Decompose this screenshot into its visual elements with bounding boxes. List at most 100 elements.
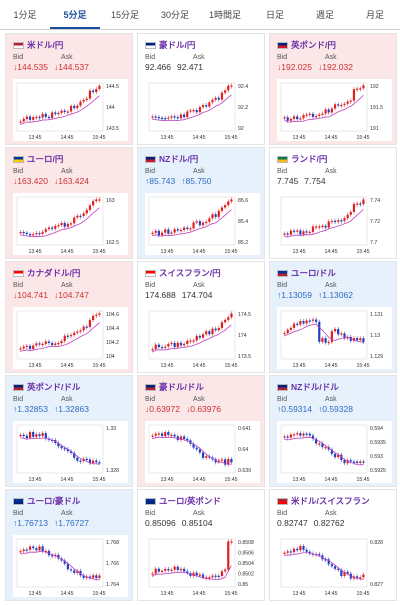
candle — [19, 121, 22, 123]
rate-card[interactable]: ユーロ/英ポンド Bid Ask 0.85096 0.85104 0.8508 0… — [137, 489, 265, 601]
rate-card[interactable]: 英ポンド/円 Bid Ask ↓192.025 ↓192.032 192 191.… — [269, 33, 397, 145]
candlestick-chart[interactable]: 104.6 104.4 104.2 104 13:45 14:45 15:45 — [13, 307, 128, 369]
tab-0[interactable]: 1分足 — [13, 10, 37, 20]
ask-value: 0.85104 — [181, 518, 213, 528]
moving-average-line — [20, 322, 100, 352]
candle — [292, 230, 296, 232]
candle — [327, 559, 330, 565]
rate-card[interactable]: 豪ドル/ドル Bid Ask ↓0.63972 ↓0.63976 0.641 0.… — [137, 375, 265, 487]
candle — [214, 214, 217, 217]
rate-card[interactable]: 米ドル/スイスフラン Bid Ask 0.82747 0.82762 0.828… — [269, 489, 397, 601]
tab-2[interactable]: 15分足 — [110, 10, 139, 20]
tab-6[interactable]: 週足 — [315, 10, 334, 20]
candle — [318, 114, 321, 116]
rate-card[interactable]: 豪ドル/円 Bid Ask 92.466 92.471 92.4 92.2 92 13… — [137, 33, 265, 145]
chart-svg: 104.6 104.4 104.2 104 13:45 14:45 15:45 — [16, 310, 119, 369]
pair-name[interactable]: ユーロ/英ポンド — [159, 496, 221, 506]
candle — [76, 215, 79, 218]
pair-name[interactable]: NZドル/ドル — [291, 382, 339, 392]
bid-value: 0.85096 — [145, 518, 176, 528]
candle — [308, 320, 311, 322]
pair-name[interactable]: ユーロ/豪ドル — [27, 496, 81, 506]
candlestick-chart[interactable]: 1.33 1.328 13:45 14:45 15:45 — [13, 421, 128, 483]
candlestick-chart[interactable]: 0.641 0.64 0.639 13:45 14:45 15:45 — [145, 421, 260, 483]
rate-card[interactable]: NZドル/ドル Bid Ask ↑0.59314 ↑0.59328 0.594 0… — [269, 375, 397, 487]
candle — [343, 103, 346, 105]
candle — [151, 349, 154, 351]
pair-name[interactable]: スイスフラン/円 — [159, 268, 221, 278]
x-tick-label: 13:45 — [293, 363, 306, 369]
x-tick-label: 14:45 — [193, 591, 206, 597]
chart-svg: 1.768 1.766 1.764 13:45 14:45 15:45 — [16, 538, 119, 597]
tab-5[interactable]: 日足 — [265, 10, 284, 20]
candle — [85, 326, 88, 328]
candlestick-chart[interactable]: 0.8508 0.8506 0.8504 0.8502 0.85 13:45 14:45 15… — [145, 535, 260, 597]
candlestick-chart[interactable]: 144.5 144 143.5 13:45 14:45 15:45 — [13, 79, 128, 141]
candle — [311, 319, 315, 321]
candlestick-chart[interactable]: 192 191.5 191 13:45 14:45 15:45 — [277, 79, 392, 141]
rate-card[interactable]: 英ポンド/ドル Bid Ask ↑1.32853 ↑1.32863 1.33 1.… — [5, 375, 133, 487]
candle — [340, 569, 343, 576]
pair-name[interactable]: ユーロ/ドル — [291, 268, 336, 278]
candlestick-chart[interactable]: 7.74 7.72 7.7 13:45 14:45 15:45 — [277, 193, 392, 255]
rate-card[interactable]: カナダドル/円 Bid Ask ↓104.741 ↓104.747 104.6 1… — [5, 261, 133, 373]
candle — [305, 433, 308, 435]
rate-card[interactable]: ユーロ/豪ドル Bid Ask ↑1.76713 ↑1.76727 1.768 1… — [5, 489, 133, 601]
candle — [305, 549, 308, 552]
rate-card[interactable]: ランド/円 Bid Ask 7.745 7.754 7.74 7.72 7.7 13:… — [269, 147, 397, 259]
rate-card[interactable]: ユーロ/ドル Bid Ask ↑1.13059 ↑1.13062 1.131 1.… — [269, 261, 397, 373]
pair-name[interactable]: カナダドル/円 — [27, 268, 81, 278]
candle — [205, 577, 208, 579]
candlestick-chart[interactable]: 92.4 92.2 92 13:45 14:45 15:45 — [145, 79, 260, 141]
candlestick-chart[interactable]: 1.131 1.13 1.129 13:45 14:45 15:45 — [277, 307, 392, 369]
candlestick-chart[interactable]: 0.594 0.5935 0.593 0.5925 13:45 14:45 15:45 — [277, 421, 392, 483]
candle — [299, 545, 302, 551]
x-tick-label: 15:45 — [357, 363, 370, 369]
candlestick-chart[interactable]: 1.768 1.766 1.764 13:45 14:45 15:45 — [13, 535, 128, 597]
x-tick-label: 15:45 — [225, 363, 238, 369]
candle — [201, 574, 205, 578]
candle — [211, 99, 214, 103]
candlestick-chart[interactable]: 0.828 0.827 13:45 14:45 15:45 — [277, 535, 392, 597]
ask-value: 0.82762 — [313, 518, 345, 528]
bid-value: ↓104.741 — [13, 290, 48, 300]
chart-svg: 0.641 0.64 0.639 13:45 14:45 15:45 — [148, 424, 251, 483]
candle — [217, 210, 220, 217]
pair-name[interactable]: 豪ドル/円 — [159, 40, 196, 50]
y-tick-label: 0.594 — [370, 426, 383, 432]
candlestick-chart[interactable]: 163 162.5 13:45 14:45 15:45 — [13, 193, 128, 255]
y-tick-label: 1.768 — [106, 540, 119, 546]
tab-7[interactable]: 月足 — [365, 10, 384, 20]
candle — [362, 199, 365, 205]
candle — [302, 433, 305, 436]
pair-name[interactable]: 英ポンド/ドル — [27, 382, 81, 392]
candle — [324, 559, 327, 561]
pair-name[interactable]: 英ポンド/円 — [291, 40, 336, 50]
candle — [289, 434, 292, 438]
candle — [82, 326, 85, 331]
candle — [73, 217, 76, 224]
pair-name[interactable]: NZドル/円 — [159, 154, 199, 164]
tab-1[interactable]: 5分足 — [50, 0, 100, 29]
rate-card[interactable]: 米ドル/円 Bid Ask ↓144.535 ↓144.537 144.5 144… — [5, 33, 133, 145]
pair-name[interactable]: ランド/円 — [291, 154, 328, 164]
candle — [183, 114, 186, 118]
bid-value: 174.688 — [145, 290, 176, 300]
candle — [79, 215, 82, 217]
pair-name[interactable]: ユーロ/円 — [27, 154, 64, 164]
tab-3[interactable]: 30分足 — [160, 10, 189, 20]
pair-name[interactable]: 米ドル/円 — [27, 40, 64, 50]
candle — [60, 446, 63, 449]
pair-name[interactable]: 豪ドル/ドル — [159, 382, 204, 392]
rate-card[interactable]: ユーロ/円 Bid Ask ↓163.420 ↓163.424 163 162.5… — [5, 147, 133, 259]
candle — [192, 572, 195, 576]
rate-card[interactable]: スイスフラン/円 Bid Ask 174.688 174.704 174.5 17… — [137, 261, 265, 373]
candle — [38, 233, 41, 235]
candle — [28, 432, 32, 439]
candlestick-chart[interactable]: 85.6 85.4 85.2 13:45 14:45 15:45 — [145, 193, 260, 255]
pair-name[interactable]: 米ドル/スイスフラン — [291, 496, 370, 506]
tab-4[interactable]: 1時間足 — [208, 10, 241, 20]
y-tick-label: 0.641 — [238, 426, 251, 432]
rate-card[interactable]: NZドル/円 Bid Ask ↑85.743 ↑85.750 85.6 85.4 8… — [137, 147, 265, 259]
candlestick-chart[interactable]: 174.5 174 173.5 13:45 14:45 15:45 — [145, 307, 260, 369]
